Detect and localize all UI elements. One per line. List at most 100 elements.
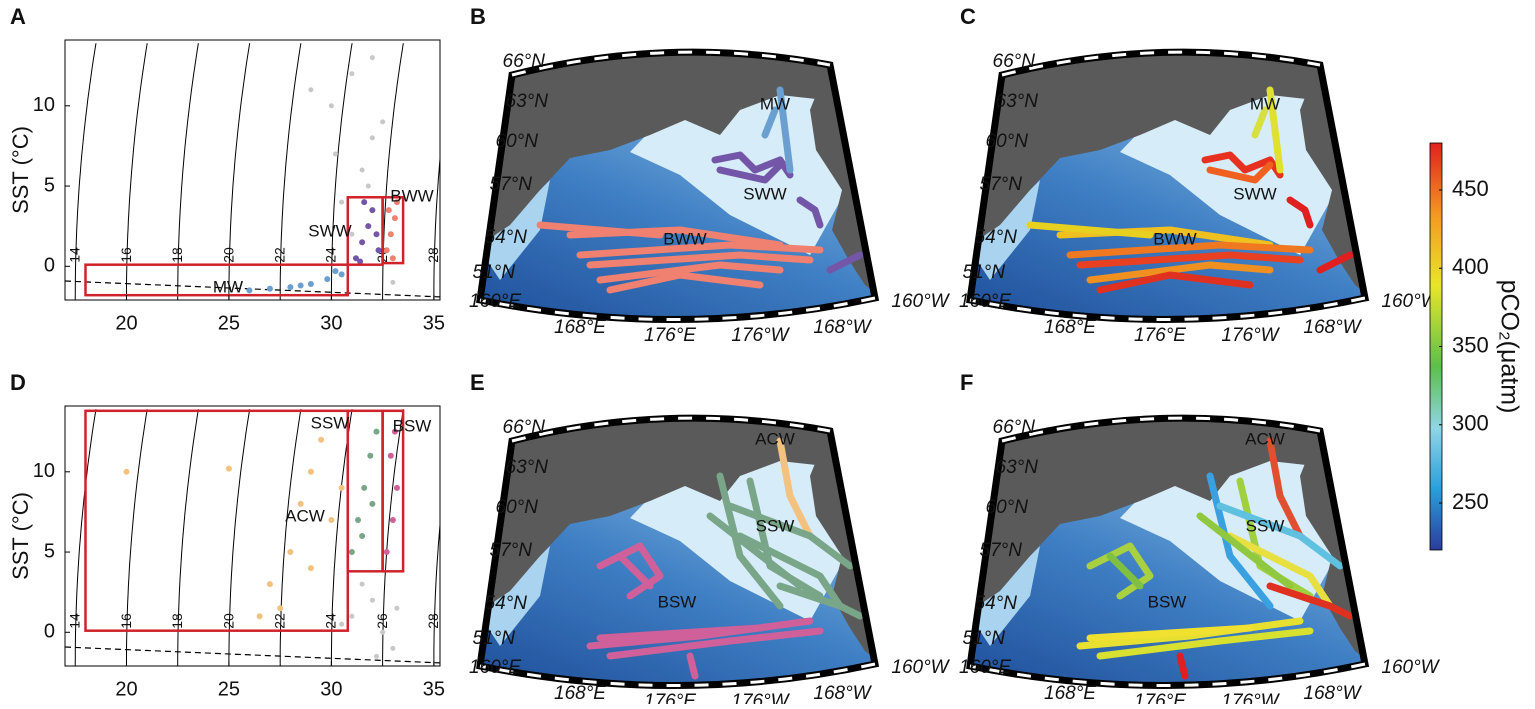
background-point (359, 581, 365, 587)
lat-label: 60°N (496, 497, 539, 518)
lat-label: 51°N (963, 262, 1006, 283)
x-tick-label: 20 (115, 312, 137, 334)
panel-label: E (470, 370, 485, 395)
background-point (380, 119, 386, 125)
background-point (349, 71, 355, 77)
ship-track (596, 624, 764, 642)
map-frame-dash (479, 416, 876, 688)
panel-label: A (10, 4, 26, 29)
water-mass-point (338, 484, 345, 491)
lat-label: 57°N (490, 540, 533, 561)
ship-track (686, 652, 699, 680)
ship-track (1206, 161, 1274, 184)
ship-track (1286, 196, 1314, 229)
water-mass-label: SSW (1246, 516, 1285, 535)
freezing-line (65, 280, 440, 298)
water-mass-point (357, 258, 364, 265)
y-tick-label: 5 (44, 174, 55, 196)
lon-label: 168°E (554, 317, 606, 338)
background-point (328, 103, 334, 109)
background-point (369, 135, 375, 141)
x-tick-label: 30 (320, 678, 342, 700)
ship-track (596, 261, 784, 284)
water-mass-point (391, 215, 398, 222)
lon-label: 168°W (1303, 683, 1362, 704)
water-mass-point (385, 207, 392, 214)
water-mass-point (123, 468, 130, 475)
lat-label: 57°N (490, 174, 533, 195)
water-mass-point (387, 452, 394, 459)
shelf (970, 546, 1040, 646)
water-mass-point (338, 271, 345, 278)
water-mass-label: ACW (755, 429, 795, 448)
water-mass-label: BWW (1153, 229, 1196, 248)
lon-label: 160°W (1381, 291, 1440, 312)
y-tick-label: 0 (44, 255, 55, 277)
background-point (365, 183, 371, 189)
water-mass-point (225, 465, 232, 472)
x-tick-label: 30 (320, 312, 342, 334)
ship-track (1106, 552, 1144, 590)
density-contour (177, 409, 199, 666)
water-mass-box (381, 196, 405, 265)
lon-label: 176°E (644, 325, 696, 346)
water-mass-label: BWW (390, 186, 433, 205)
water-mass-point (373, 231, 380, 238)
lat-label: 60°N (496, 131, 539, 152)
freezing-line (65, 646, 440, 664)
water-mass-point (297, 500, 304, 507)
map-body (970, 52, 1365, 320)
water-mass-point (383, 247, 390, 254)
density-contour-label: 20 (220, 613, 236, 629)
ship-track (1266, 86, 1284, 174)
panel-label: B (470, 4, 486, 29)
ship-track (736, 532, 844, 610)
ship-track (1216, 502, 1344, 570)
water-mass-point (324, 276, 331, 283)
water-mass-point (318, 436, 325, 443)
ship-track (536, 221, 664, 239)
background-point (369, 597, 375, 603)
y-tick-label: 5 (44, 540, 55, 562)
panel-label: D (10, 370, 26, 395)
y-tick-label: 10 (33, 94, 55, 116)
colorbar-tick-label: 350 (1452, 332, 1489, 357)
lat-label: 63°N (996, 91, 1039, 112)
density-contour-label: 16 (118, 613, 134, 629)
lat-label: 54°N (485, 593, 528, 614)
water-mass-point (348, 549, 355, 556)
ship-track (1076, 251, 1304, 269)
water-mass-label: BSW (393, 416, 432, 435)
lat-label: 51°N (963, 628, 1006, 649)
water-mass-label: SWW (308, 221, 351, 240)
lon-label: 160°E (959, 291, 1011, 312)
density-contour (228, 409, 251, 666)
axes-frame (64, 39, 441, 301)
water-mass-point (369, 207, 376, 214)
water-mass-point (359, 533, 366, 539)
ship-track (716, 472, 784, 610)
water-mass-point (297, 282, 304, 289)
density-contour (126, 409, 148, 666)
ship-track (606, 627, 824, 660)
density-contour-label: 16 (118, 247, 134, 263)
water-mass-point (383, 549, 390, 556)
density-contour-label: 18 (169, 247, 185, 263)
density-contour-label: 24 (323, 613, 339, 629)
map: 66°N 63°N 60°N 57°N 54°N 51°N 160°E 168°E 176°E 1… (959, 414, 1441, 709)
ship-track (1196, 512, 1294, 590)
density-contour (126, 43, 148, 300)
ship-track (1076, 617, 1304, 650)
background-point (349, 231, 355, 237)
water-mass-point (391, 428, 398, 435)
density-contour (279, 409, 302, 666)
density-contour-label: 14 (67, 247, 83, 263)
lat-label: 51°N (473, 628, 516, 649)
density-contour (330, 43, 353, 300)
lon-label: 176°W (731, 325, 790, 346)
background-point (308, 87, 314, 93)
lat-label: 54°N (975, 593, 1018, 614)
density-contour-label: 26 (374, 613, 390, 629)
